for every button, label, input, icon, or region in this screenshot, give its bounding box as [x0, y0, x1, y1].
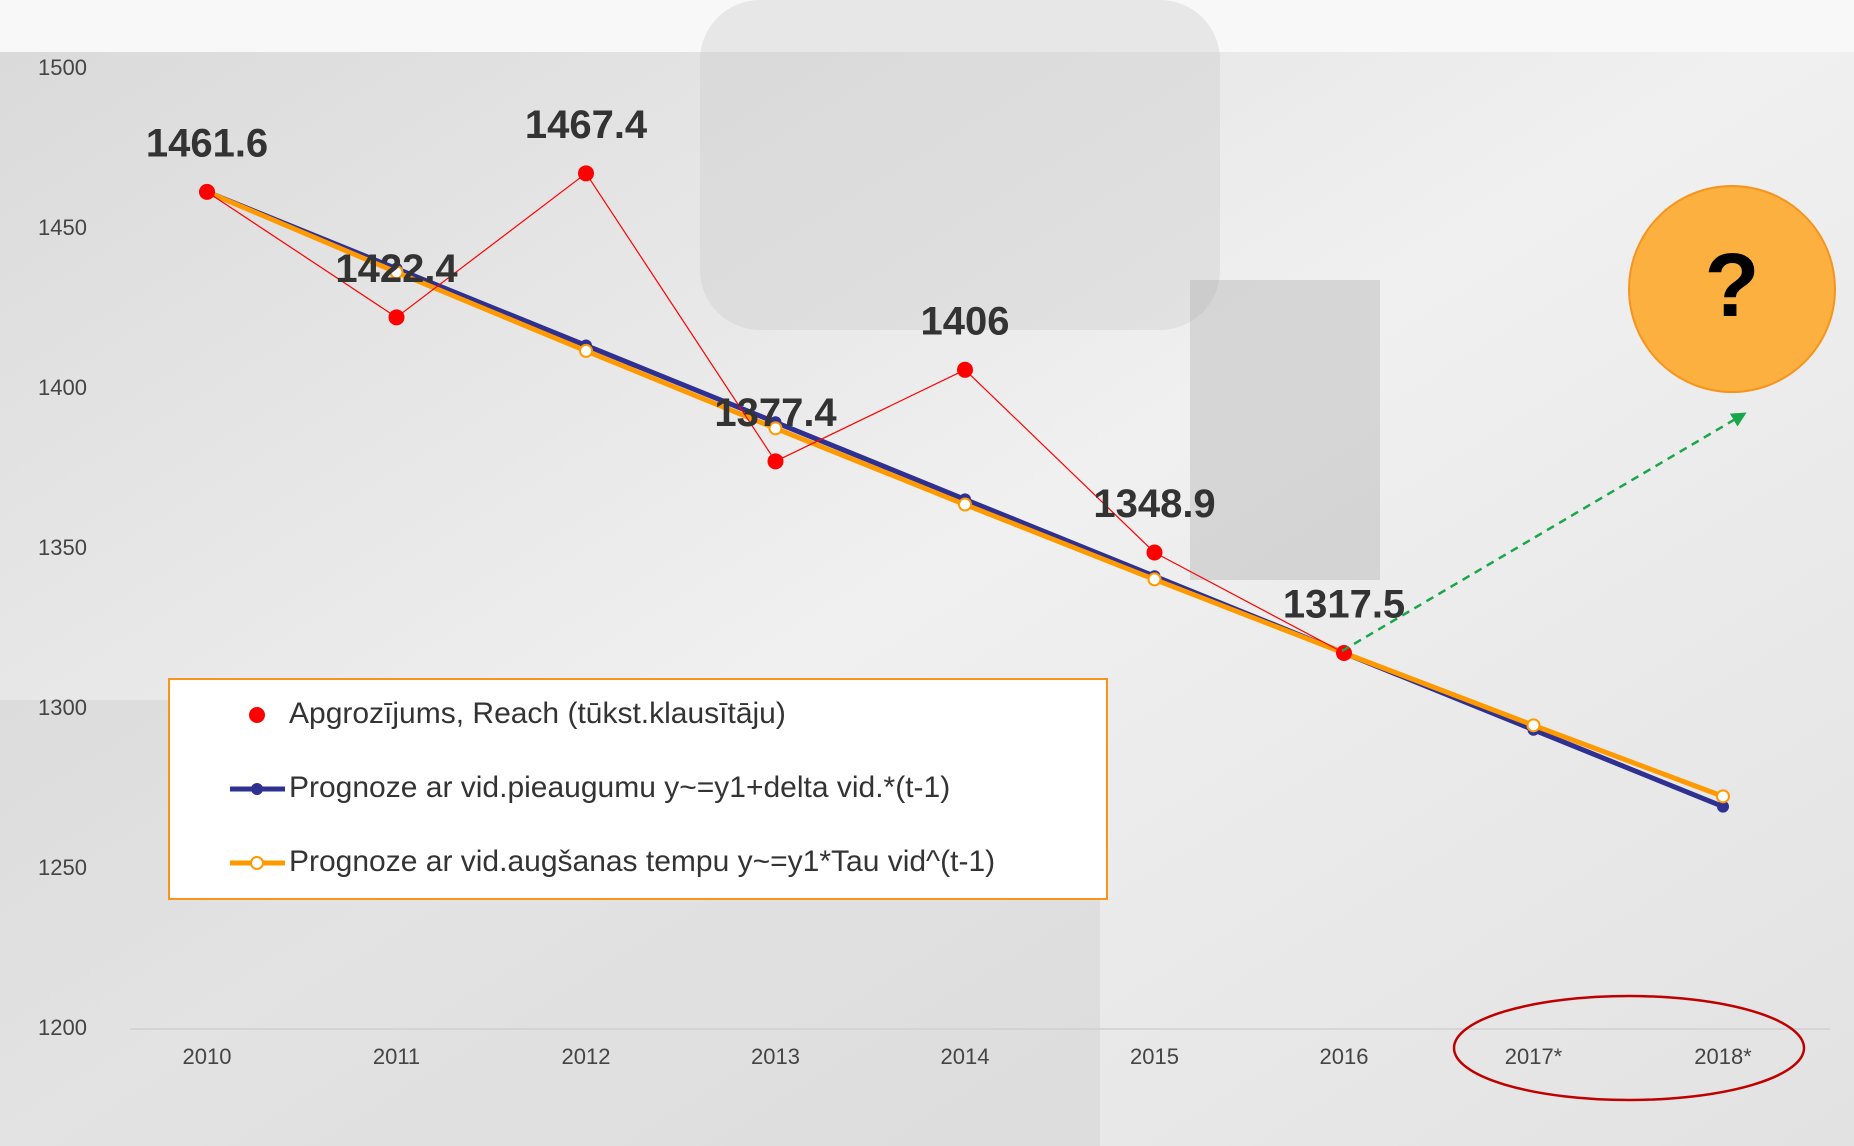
y-tick-label: 1200 [38, 1015, 87, 1040]
data-point [768, 421, 783, 436]
legend-label: Apgrozījums, Reach (tūkst.klausītāju) [289, 697, 786, 730]
data-point [1717, 800, 1729, 813]
x-tick-label: 2016 [1320, 1044, 1369, 1069]
top-band [0, 0, 1854, 52]
y-tick-label: 1400 [38, 375, 87, 400]
annotation: ? [1705, 236, 1760, 336]
legend-marker [251, 783, 263, 795]
data-point [1526, 718, 1541, 733]
data-point [1336, 645, 1352, 661]
data-label: 1377.4 [714, 391, 837, 435]
y-tick-label: 1350 [38, 535, 87, 560]
y-tick-label: 1300 [38, 695, 87, 720]
photo-shape [1190, 280, 1380, 580]
x-tick-label: 2013 [751, 1044, 800, 1069]
x-tick-label: 2010 [183, 1044, 232, 1069]
legend-label: Prognoze ar vid.pieaugumu y~=y1+delta vi… [289, 771, 950, 804]
y-tick-label: 1450 [38, 215, 87, 240]
data-point [1146, 544, 1163, 561]
plot: 1200 1250 1300 1350 1400 1450 1500 2010 2011 2012… [38, 55, 1830, 1069]
legend [168, 678, 1108, 900]
data-label: 1406 [921, 299, 1010, 343]
x-tick-label: 2012 [562, 1044, 611, 1069]
question-circle [1628, 185, 1836, 393]
x-tick-label: 2017* [1505, 1044, 1563, 1069]
data-point [1147, 572, 1162, 587]
x-tick-label: 2018* [1694, 1044, 1752, 1069]
data-point [199, 183, 215, 200]
trend-arrow [1341, 412, 1747, 653]
data-point [767, 453, 784, 470]
data-label: 1422.4 [335, 247, 458, 291]
legend-marker [249, 707, 265, 723]
data-point [957, 361, 973, 378]
data-label: 1348.9 [1093, 482, 1215, 526]
data-point [958, 497, 972, 512]
y-tick-label: 1500 [38, 55, 87, 80]
data-point [389, 265, 404, 280]
data-label: 1461.6 [146, 121, 268, 165]
legend-items: Apgrozījums, Reach (tūkst.klausītāju) Pro… [230, 697, 995, 878]
data-label: 1467.4 [525, 103, 648, 147]
x-tick-label: 2011 [373, 1044, 420, 1069]
data-label: 1317.5 [1283, 583, 1405, 627]
legend-label: Prognoze ar vid.augšanas tempu y~=y1*Tau… [289, 845, 995, 878]
data-point [388, 309, 405, 326]
data-point [578, 165, 594, 182]
legend-marker [250, 856, 264, 870]
y-tick-label: 1250 [38, 855, 87, 880]
photo-shape [700, 0, 1220, 330]
data-point [579, 343, 593, 358]
data-point [1716, 789, 1730, 804]
highlight-ellipse [1452, 994, 1806, 1102]
x-tick-label: 2014 [941, 1044, 990, 1069]
x-tick-label: 2015 [1130, 1044, 1179, 1069]
